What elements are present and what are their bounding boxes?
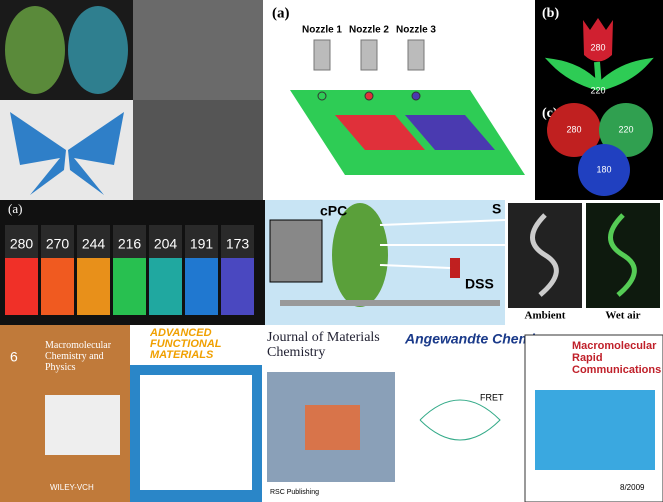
- tulip-value: 280: [590, 42, 605, 52]
- panel-label: (a): [8, 201, 22, 216]
- strip-value: 204: [154, 236, 178, 252]
- color-strip-lower: [77, 258, 110, 315]
- nozzle: [360, 39, 378, 71]
- color-strip-lower: [149, 258, 182, 315]
- nozzle-label: Nozzle 3: [396, 25, 436, 36]
- strip-value: 173: [226, 236, 250, 252]
- color-strip-lower: [5, 258, 38, 315]
- sem-image: [133, 0, 263, 100]
- caption: Ambient: [525, 310, 566, 322]
- cover-header: [130, 325, 262, 365]
- circle: [599, 103, 653, 157]
- circle-value: 220: [618, 124, 633, 134]
- nozzle: [407, 39, 425, 71]
- droplet: [317, 91, 327, 101]
- ray: [379, 264, 451, 269]
- cover-art: [535, 390, 655, 470]
- tulip-stem: [544, 57, 654, 91]
- nozzle-label: Nozzle 2: [349, 25, 389, 36]
- strip-value: 244: [82, 236, 106, 252]
- strip-value: 191: [190, 236, 214, 252]
- cover-plot: [140, 375, 252, 490]
- dragon: [608, 213, 637, 297]
- cover-publisher: RSC Publishing: [270, 489, 319, 496]
- strip-value: 270: [46, 236, 70, 252]
- cover-title: ADVANCED FUNCTIONAL MATERIALS: [150, 328, 222, 361]
- cover-art-center: [305, 405, 360, 450]
- cover-issue: 6: [10, 349, 18, 365]
- ray: [379, 219, 506, 226]
- cpc-lens: [332, 203, 388, 307]
- butterfly: [10, 112, 124, 195]
- tulip-value: 220: [590, 85, 605, 95]
- device-label: S: [492, 201, 501, 217]
- cover-issue: 8/2009: [620, 483, 645, 492]
- caption: Wet air: [605, 310, 640, 322]
- strip-value: 216: [118, 236, 142, 252]
- droplet: [364, 91, 374, 101]
- circle: [547, 103, 601, 157]
- hex-inset: [269, 219, 323, 283]
- dna: [419, 399, 501, 441]
- color-strip-lower: [185, 258, 218, 315]
- dragon: [530, 213, 559, 297]
- cover-title-box: Macromolecular Chemistry and Physics: [45, 340, 112, 373]
- sem-scales: [133, 100, 263, 200]
- red-region: [335, 115, 425, 150]
- cover-title-box: ADVANCED FUNCTIONAL MATERIALS: [150, 328, 222, 361]
- cover: [400, 325, 525, 502]
- color-strip-lower: [41, 258, 74, 315]
- color-strip-lower: [221, 258, 254, 315]
- circle: [578, 144, 630, 196]
- panel-label: (a): [272, 5, 290, 21]
- panel-label: (b): [542, 6, 559, 21]
- cover-title: Macromolecular Chemistry and Physics: [45, 340, 112, 373]
- cover-note: FRET: [480, 392, 504, 402]
- cover-title-box: Macromolecular Rapid Communications: [572, 340, 662, 376]
- blue-region: [405, 115, 495, 150]
- device-label: cPC: [320, 203, 347, 219]
- circle-value: 280: [566, 124, 581, 134]
- device-label: DSS: [465, 276, 494, 292]
- light-rays: [379, 219, 506, 269]
- droplet: [411, 91, 421, 101]
- dssc-cell: [450, 258, 460, 278]
- cover-art: [45, 395, 120, 455]
- cover-title: Angewandte Chemie: [404, 331, 543, 347]
- cover-title: Macromolecular Rapid Communications: [572, 340, 662, 376]
- strip-value: 280: [10, 236, 34, 252]
- nozzle-label: Nozzle 1: [302, 25, 342, 36]
- opal-stone: [68, 6, 128, 94]
- nozzle: [313, 39, 331, 71]
- circle-value: 180: [596, 164, 611, 174]
- cover-publisher: WILEY-VCH: [50, 483, 94, 492]
- opal-stone: [5, 6, 65, 94]
- cover-title: Journal of Materials Chemistry: [267, 330, 380, 360]
- rail: [280, 300, 500, 306]
- cover-title-box: Journal of Materials Chemistry: [267, 330, 380, 360]
- color-strip-lower: [113, 258, 146, 315]
- tulip-flower: [583, 18, 613, 62]
